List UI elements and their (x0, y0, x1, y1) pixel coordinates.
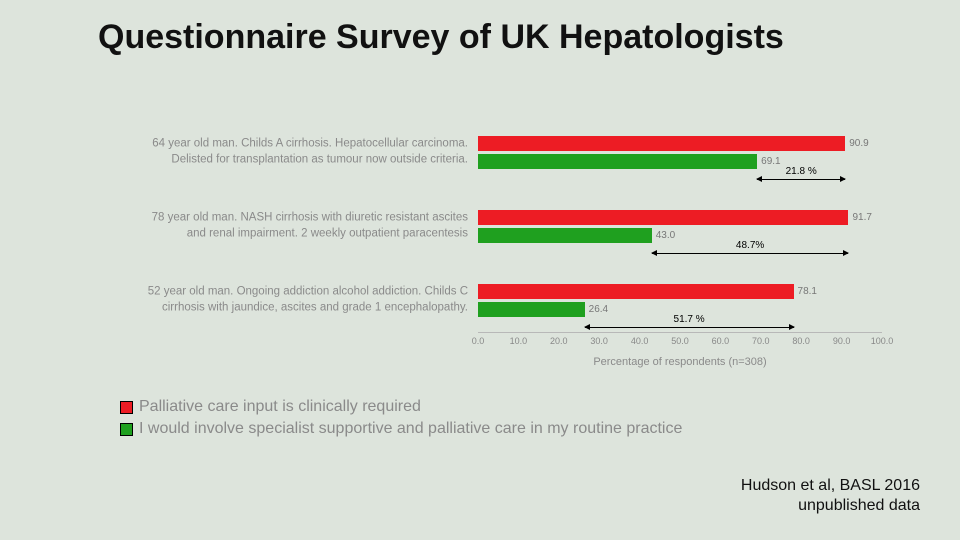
citation-line2: unpublished data (741, 496, 920, 516)
bar-required (478, 210, 848, 225)
bar-required (478, 136, 845, 151)
legend-label-involve: I would involve specialist supportive an… (139, 420, 682, 438)
x-tick-label: 90.0 (833, 336, 851, 346)
x-tick-label: 20.0 (550, 336, 568, 346)
delta-label: 51.7 % (674, 314, 705, 325)
survey-chart: 0.010.020.030.040.050.060.070.080.090.01… (98, 112, 882, 372)
legend-swatch-involve (120, 423, 133, 436)
bar-required (478, 284, 794, 299)
bar-involve (478, 302, 585, 317)
bar-involve-value: 26.4 (589, 304, 608, 315)
bar-involve-value: 69.1 (761, 156, 780, 167)
legend: Palliative care input is clinically requ… (120, 398, 682, 442)
page-title: Questionnaire Survey of UK Hepatologists (98, 18, 784, 57)
x-tick-label: 60.0 (712, 336, 730, 346)
x-tick-label: 80.0 (792, 336, 810, 346)
legend-label-required: Palliative care input is clinically requ… (139, 398, 421, 416)
bar-required-value: 91.7 (852, 212, 871, 223)
bar-involve (478, 154, 757, 169)
x-axis-label: Percentage of respondents (n=308) (478, 356, 882, 368)
citation: Hudson et al, BASL 2016 unpublished data (741, 476, 920, 516)
delta-arrow (585, 327, 794, 328)
x-tick-label: 10.0 (510, 336, 528, 346)
bar-required-value: 90.9 (849, 138, 868, 149)
x-tick-label: 0.0 (472, 336, 485, 346)
legend-row-required: Palliative care input is clinically requ… (120, 398, 682, 416)
category-label: 78 year old man. NASH cirrhosis with diu… (98, 210, 474, 241)
x-tick-label: 70.0 (752, 336, 770, 346)
citation-line1: Hudson et al, BASL 2016 (741, 476, 920, 496)
x-tick-label: 100.0 (871, 336, 894, 346)
x-tick-label: 50.0 (671, 336, 689, 346)
category-label: 64 year old man. Childs A cirrhosis. Hep… (98, 136, 474, 167)
delta-label: 48.7% (736, 240, 764, 251)
legend-row-involve: I would involve specialist supportive an… (120, 420, 682, 438)
x-tick-label: 40.0 (631, 336, 649, 346)
x-tick-label: 30.0 (590, 336, 608, 346)
bar-required-value: 78.1 (798, 286, 817, 297)
category-label: 52 year old man. Ongoing addiction alcoh… (98, 284, 474, 315)
bar-involve (478, 228, 652, 243)
delta-label: 21.8 % (786, 166, 817, 177)
legend-swatch-required (120, 401, 133, 414)
delta-arrow (757, 179, 845, 180)
delta-arrow (652, 253, 849, 254)
bar-involve-value: 43.0 (656, 230, 675, 241)
